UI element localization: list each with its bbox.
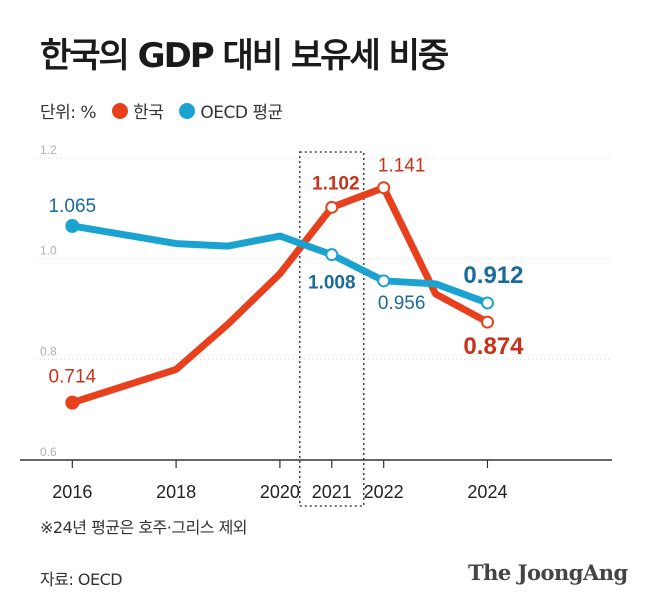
x-tick-label: 2016 — [52, 482, 92, 502]
legend-label-korea: 한국 — [133, 103, 164, 123]
series-lines — [65, 181, 494, 410]
brand-logo: The JoongAng — [468, 560, 628, 585]
data-point-marker — [65, 218, 80, 233]
x-tick-label: 2022 — [364, 482, 404, 502]
footnote: ※24년 평균은 호주·그리스 제외 — [40, 518, 248, 537]
legend-item-oecd: OECD 평균 — [179, 98, 283, 123]
data-label: 0.714 — [49, 367, 97, 388]
legend: 단위: % 한국 OECD 평균 — [40, 98, 299, 123]
y-tick-label: 0.8 — [40, 344, 57, 358]
data-label: 0.956 — [378, 293, 426, 314]
chart-title: 한국의 GDP 대비 보유세 비중 — [40, 36, 449, 76]
highlight-2021-box — [299, 151, 365, 507]
legend-dot-oecd-icon — [179, 102, 196, 119]
data-point-marker — [325, 200, 339, 214]
data-point-marker — [377, 181, 391, 195]
source-note: 자료: OECD — [40, 570, 123, 589]
data-point-marker — [480, 296, 494, 310]
y-tick-label: 1.2 — [40, 143, 57, 157]
highlight-box — [299, 151, 365, 507]
x-tick-label: 2024 — [467, 482, 507, 502]
series-line-oecd — [68, 222, 491, 307]
data-label: 1.102 — [312, 173, 360, 194]
legend-item-korea: 한국 — [112, 98, 164, 123]
data-labels: 0.714 1.102 1.141 0.874 1.065 1.008 0.956 0.912 — [49, 156, 525, 388]
data-label: 0.912 — [463, 262, 523, 289]
y-tick-label: 1.0 — [40, 244, 57, 258]
x-tick-label: 2018 — [156, 482, 196, 502]
x-tick-label: 2020 — [260, 482, 300, 502]
legend-dot-korea-icon — [112, 102, 129, 119]
data-point-marker — [377, 274, 391, 288]
series-line-korea — [68, 184, 491, 407]
unit-label: 단위: % — [40, 103, 97, 123]
x-axis: 2016 2018 2020 2021 2022 2024 — [20, 459, 612, 502]
data-point-marker — [480, 315, 494, 329]
data-label: 0.874 — [463, 333, 524, 360]
data-label: 1.065 — [49, 196, 97, 217]
y-tick-label: 0.6 — [40, 445, 57, 459]
data-point-marker — [325, 248, 339, 262]
data-label: 1.141 — [378, 156, 426, 177]
x-tick-label: 2021 — [312, 482, 352, 502]
data-label: 1.008 — [308, 273, 356, 294]
legend-label-oecd: OECD 평균 — [200, 103, 283, 123]
data-point-marker — [65, 395, 80, 410]
